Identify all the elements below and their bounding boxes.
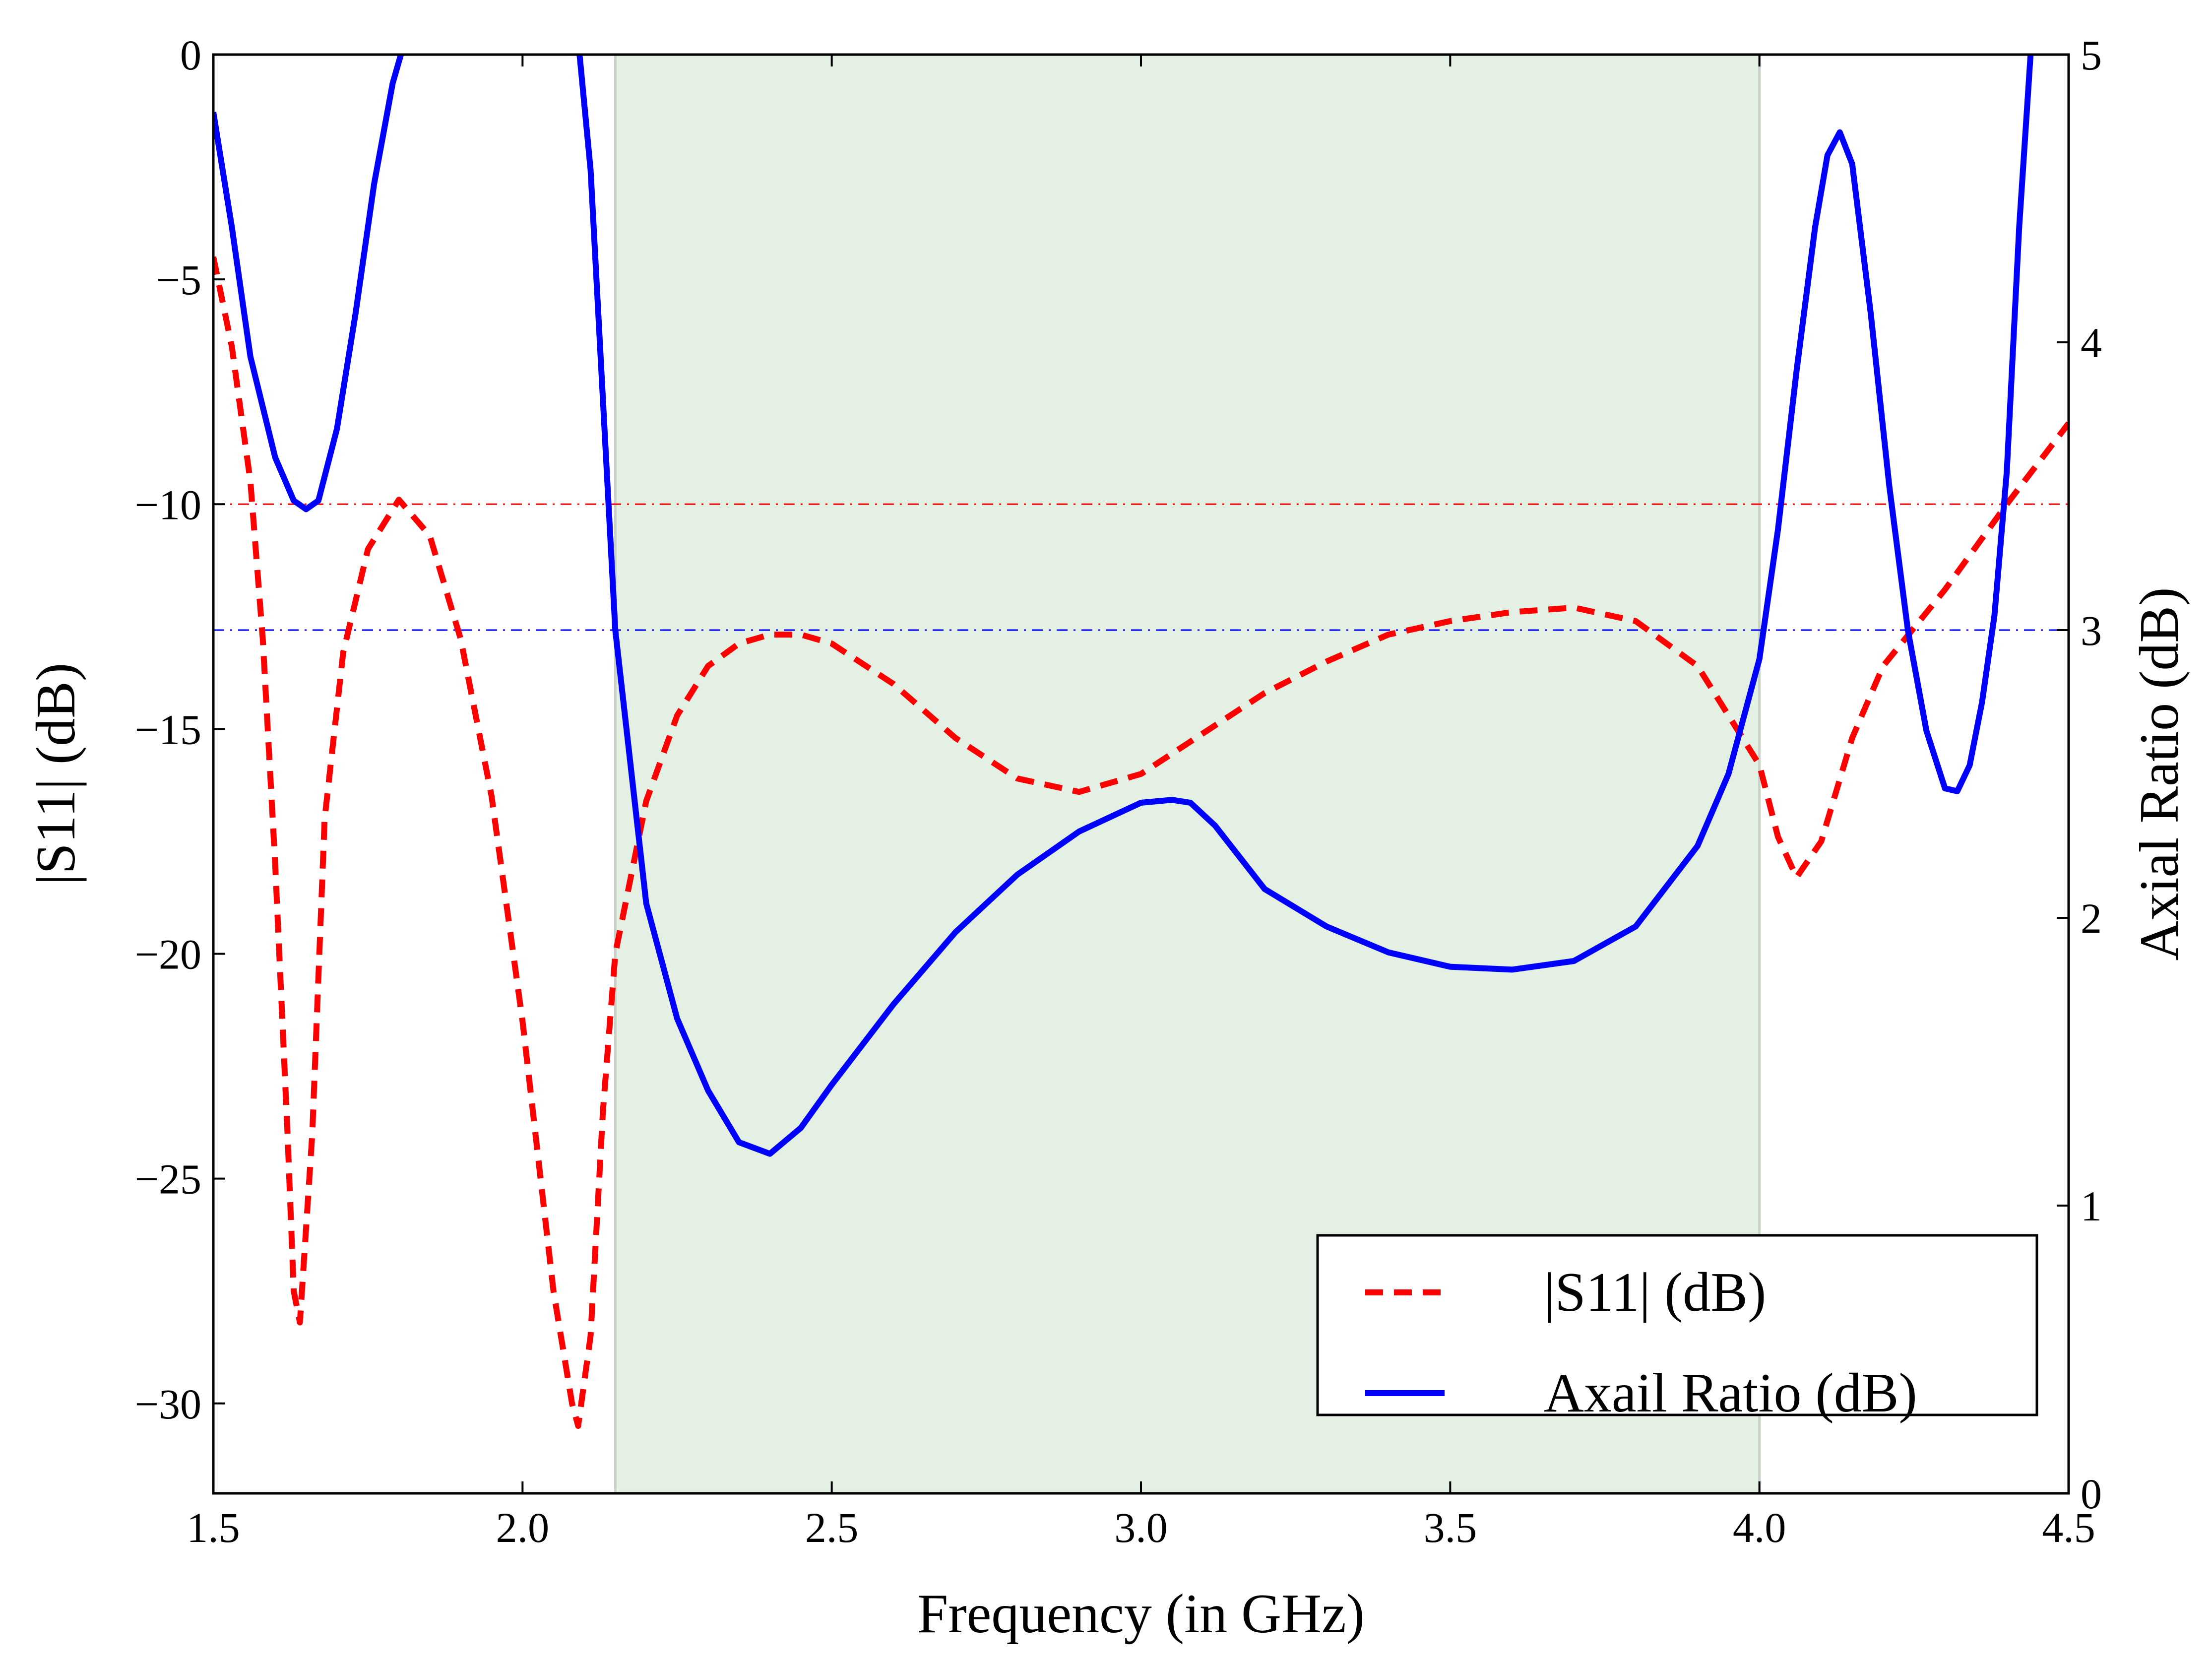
y-tick-label: −30 [134,1380,201,1428]
legend-box [1316,1234,2038,1416]
y-tick-label: −5 [156,256,201,304]
y2-tick-label: 5 [2081,31,2102,79]
x-tick-label: 2.5 [805,1504,859,1551]
y2-axis-title: Axial Ratio (dB) [2129,587,2190,961]
y2-tick-label: 3 [2081,607,2102,654]
series-line-1 [213,55,2034,1157]
y2-tick-label: 1 [2081,1182,2102,1230]
x-tick-label: 3.0 [1114,1504,1168,1551]
legend-label-s11: |S11| (dB) [1544,1262,1766,1323]
series-line-0 [213,256,2069,1429]
x-tick-label: 3.5 [1424,1504,1477,1551]
y2-tick-label: 2 [2081,895,2102,942]
y-axis-title: |S11| (dB) [25,663,87,885]
y2-tick-label: 0 [2081,1470,2102,1518]
y2-tick-label: 4 [2081,319,2102,367]
legend: |S11| (dB) Axail Ratio (dB) [1316,1234,2038,1424]
legend-label-axial-ratio: Axail Ratio (dB) [1544,1362,1917,1424]
y-tick-label: −15 [134,705,201,753]
y-tick-label: −20 [134,931,201,978]
ticks-layer: 1.5 2.0 2.5 3.0 3.5 4.0 4.50−5−10−15−20−25−300… [134,31,2102,1551]
x-axis-title: Frequency (in GHz) [917,1583,1365,1645]
y-tick-label: 0 [180,31,201,79]
series-layer [213,55,2069,1429]
y-tick-label: −25 [134,1155,201,1203]
x-tick-label: 4.5 [2042,1504,2095,1551]
reference-lines-layer [213,503,2069,631]
y-tick-label: −10 [134,481,201,528]
x-tick-label: 1.5 [187,1504,240,1551]
x-tick-label: 2.0 [496,1504,550,1551]
x-tick-label: 4.0 [1733,1504,1786,1551]
